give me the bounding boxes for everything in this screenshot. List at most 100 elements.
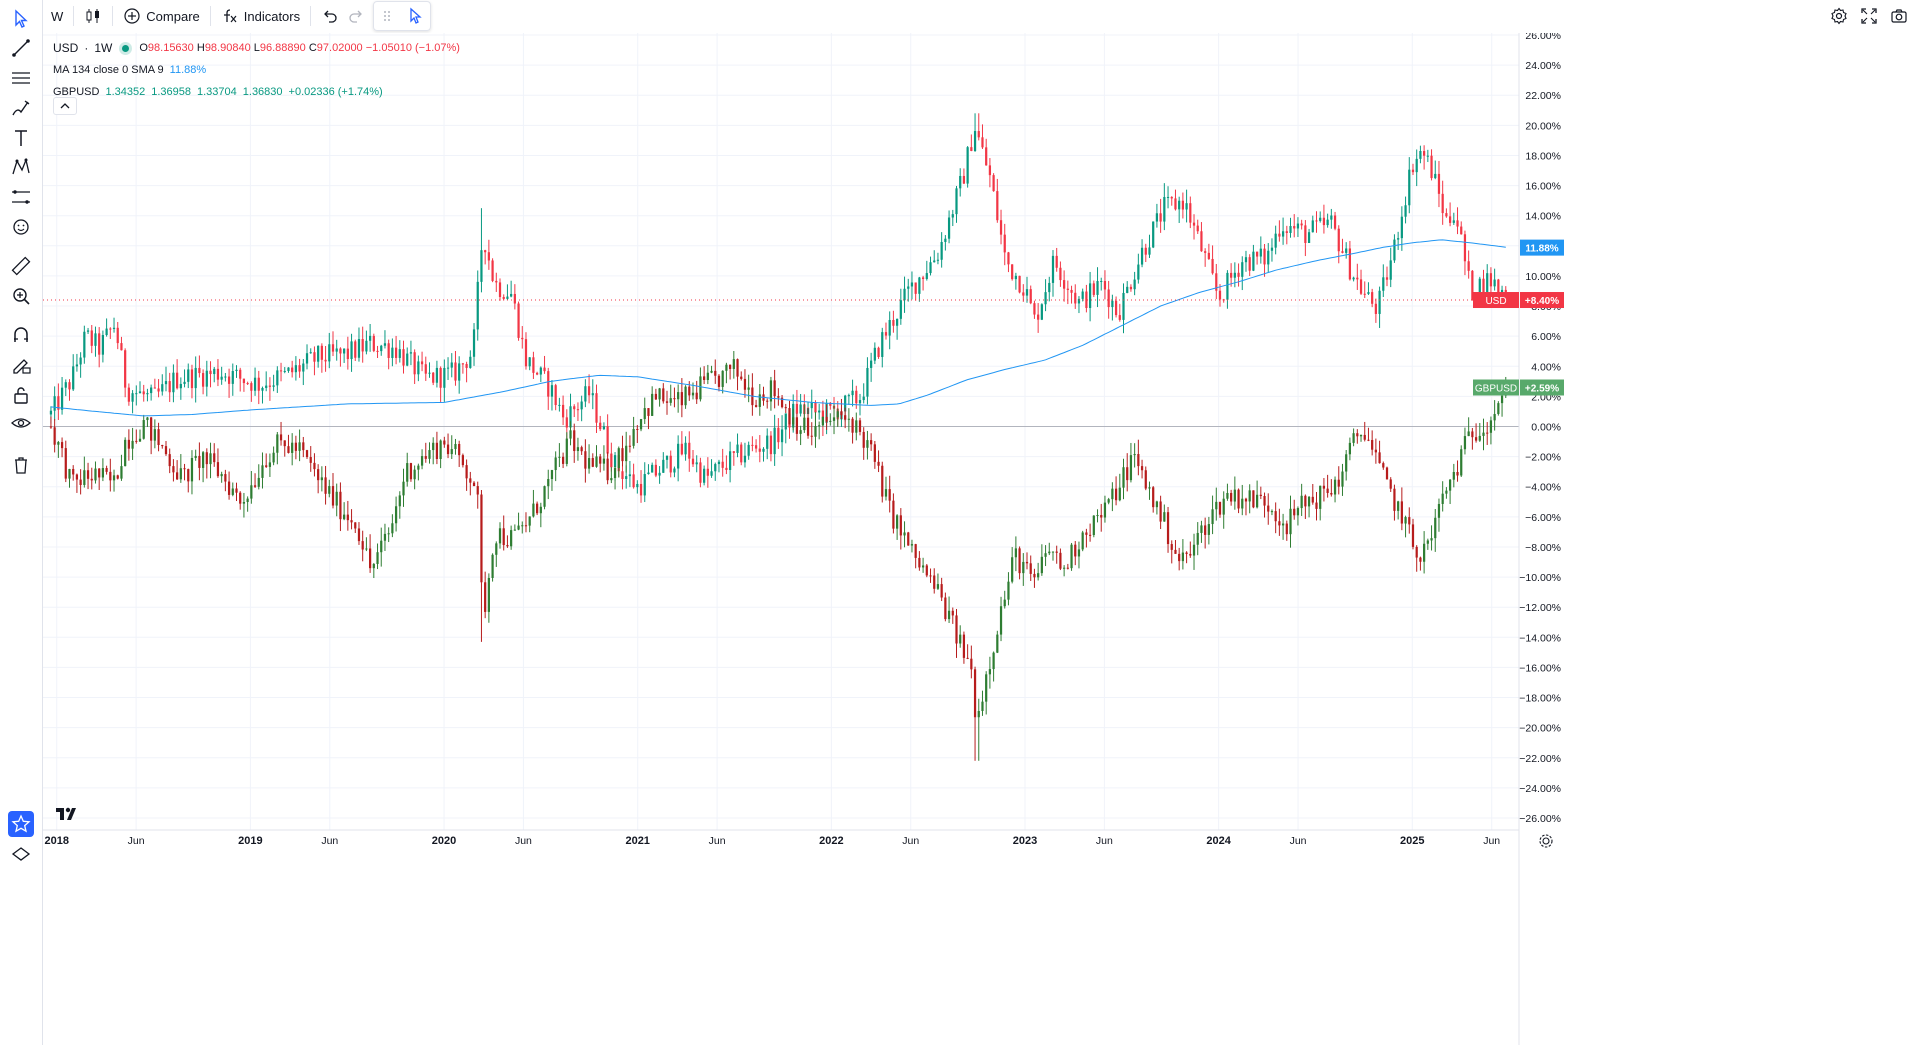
horizontal-lines-icon[interactable] xyxy=(6,63,36,93)
settings-button[interactable] xyxy=(1824,1,1854,31)
candle-body xyxy=(239,369,242,379)
indicators-button[interactable]: Indicators xyxy=(213,1,308,31)
chart-legend: USD · 1W O98.15630 H98.90840 L96.88890 C… xyxy=(53,37,460,103)
undo-button[interactable] xyxy=(313,1,347,31)
magnet-icon[interactable] xyxy=(6,320,36,350)
candle-body xyxy=(68,468,71,479)
candle-body xyxy=(1326,219,1329,226)
ruler-icon[interactable] xyxy=(6,251,36,281)
candle-body xyxy=(810,435,813,437)
time-scale-label: Jun xyxy=(515,835,532,847)
left-drawing-toolbar xyxy=(0,0,43,1045)
candle-body xyxy=(732,451,735,453)
candle-body xyxy=(409,352,413,354)
candle-body xyxy=(680,392,683,406)
candle-body xyxy=(120,343,123,351)
ma-label: MA 134 close 0 SMA 9 xyxy=(53,64,164,76)
high-value: 98.90840 xyxy=(204,42,251,54)
candle-body xyxy=(368,548,372,569)
candle-body xyxy=(131,393,134,402)
candle-body xyxy=(599,422,602,430)
redo-button[interactable] xyxy=(347,1,373,31)
candle-body xyxy=(892,319,895,326)
compare-button[interactable]: Compare xyxy=(115,1,207,31)
candle-body xyxy=(1174,198,1177,210)
cursor-button[interactable] xyxy=(400,1,430,31)
candle-body xyxy=(1374,303,1377,314)
snapshot-button[interactable] xyxy=(1884,1,1914,31)
candle-body xyxy=(966,657,969,659)
candle-body xyxy=(1371,292,1374,304)
candle-body xyxy=(1003,234,1006,253)
chart-pane[interactable]: 26.00% 24.00% 22.00% 20.00% 18.00% 16.00% 14.0… xyxy=(43,33,1914,1045)
collapse-legend-button[interactable] xyxy=(53,97,77,115)
candle-body xyxy=(302,442,305,451)
main-series-legend[interactable]: USD · 1W O98.15630 H98.90840 L96.88890 C… xyxy=(53,37,460,59)
candle-body xyxy=(1330,492,1333,495)
candle-body xyxy=(903,532,906,536)
time-scale-label: 2020 xyxy=(432,835,456,847)
candle-body xyxy=(1200,525,1203,533)
candle-body xyxy=(1281,231,1285,237)
prediction-icon[interactable] xyxy=(6,182,36,212)
candle-body xyxy=(502,528,505,546)
fullscreen-button[interactable] xyxy=(1854,1,1884,31)
eye-icon[interactable] xyxy=(6,408,36,438)
candle-body xyxy=(1315,502,1318,509)
candle-body xyxy=(1137,264,1140,280)
pattern-icon[interactable] xyxy=(6,152,36,182)
candle-body xyxy=(873,444,876,462)
compare-legend[interactable]: GBPUSD 1.34352 1.36958 1.33704 1.36830 +… xyxy=(53,81,460,103)
candle-body xyxy=(469,356,472,368)
candle-body xyxy=(825,416,828,422)
emoji-icon[interactable] xyxy=(6,212,36,242)
price-chart[interactable]: 26.00% 24.00% 22.00% 20.00% 18.00% 16.00% 14.0… xyxy=(43,33,1914,1045)
candle-body xyxy=(1456,220,1459,227)
candle-body xyxy=(112,475,116,481)
candle-body xyxy=(654,393,657,400)
candle-body xyxy=(1333,479,1337,495)
candle-body xyxy=(220,376,223,380)
candle-body xyxy=(669,455,672,473)
text-icon[interactable] xyxy=(6,123,36,153)
candle-body xyxy=(832,417,836,421)
candle-body xyxy=(1144,470,1147,489)
candle-body xyxy=(662,459,665,473)
zoom-in-icon[interactable] xyxy=(6,281,36,311)
drag-dots-icon xyxy=(384,11,391,21)
candle-body xyxy=(339,491,342,520)
symbol-name[interactable]: USD xyxy=(53,41,79,55)
candle-body xyxy=(992,652,995,670)
candle-body xyxy=(161,445,164,447)
time-scale-label: 2022 xyxy=(819,835,843,847)
candle-body xyxy=(1289,226,1292,233)
drag-handle[interactable] xyxy=(374,1,400,31)
candle-body xyxy=(83,331,86,358)
candle-body xyxy=(881,332,884,357)
candle-body xyxy=(599,456,602,464)
candle-body xyxy=(1048,551,1051,554)
candle-body xyxy=(543,486,546,507)
cursor-icon[interactable] xyxy=(6,4,36,34)
candle-body xyxy=(584,386,587,402)
candle-body xyxy=(1037,573,1040,578)
candle-body xyxy=(1378,452,1381,464)
tradingview-logo-icon[interactable] xyxy=(54,804,78,824)
trend-line-icon[interactable] xyxy=(6,33,36,63)
candle-body xyxy=(1088,534,1092,536)
price-scale-label: −18.00% xyxy=(1519,693,1561,705)
lock-pencil-icon[interactable] xyxy=(6,350,36,380)
candle-body xyxy=(298,365,301,372)
layers-icon[interactable] xyxy=(6,840,36,870)
unlock-icon[interactable] xyxy=(6,380,36,410)
brush-icon[interactable] xyxy=(6,93,36,123)
star-icon[interactable] xyxy=(8,811,34,837)
candle-body xyxy=(996,634,999,653)
chart-type-button[interactable] xyxy=(76,1,110,31)
candle-body xyxy=(703,468,706,483)
compare-close: 1.36830 xyxy=(242,86,283,98)
ma-legend[interactable]: MA 134 close 0 SMA 9 11.88% xyxy=(53,59,460,81)
interval-button[interactable]: W xyxy=(43,1,71,31)
trash-icon[interactable] xyxy=(6,450,36,480)
candle-body xyxy=(161,384,164,392)
